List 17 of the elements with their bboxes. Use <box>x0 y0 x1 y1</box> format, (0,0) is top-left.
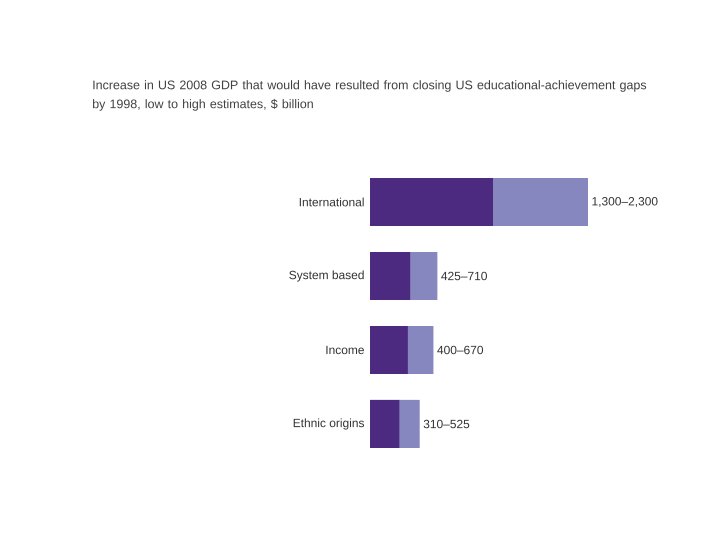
bar <box>370 326 408 374</box>
total-label: 1,300–2,300 <box>592 197 658 207</box>
y-tick-label: System based <box>289 270 364 282</box>
bar <box>370 400 400 448</box>
bar <box>399 400 420 448</box>
total-label: 425–710 <box>441 272 487 280</box>
bar <box>493 178 588 226</box>
total-label: 400–670 <box>437 346 484 354</box>
bar <box>408 326 434 374</box>
bar <box>370 252 410 300</box>
bar <box>410 252 438 300</box>
y-tick-label: Ethnic origins <box>294 418 364 430</box>
bar <box>370 178 494 226</box>
total-label: 310–525 <box>424 420 470 428</box>
y-tick-label: International <box>300 198 364 206</box>
chart-title: Increase in US 2008 GDP that would have resulted from closing US educational-achievement gaps by 1998, low to high estimates, $ billion <box>93 80 646 111</box>
y-tick-label: Income <box>326 346 364 354</box>
